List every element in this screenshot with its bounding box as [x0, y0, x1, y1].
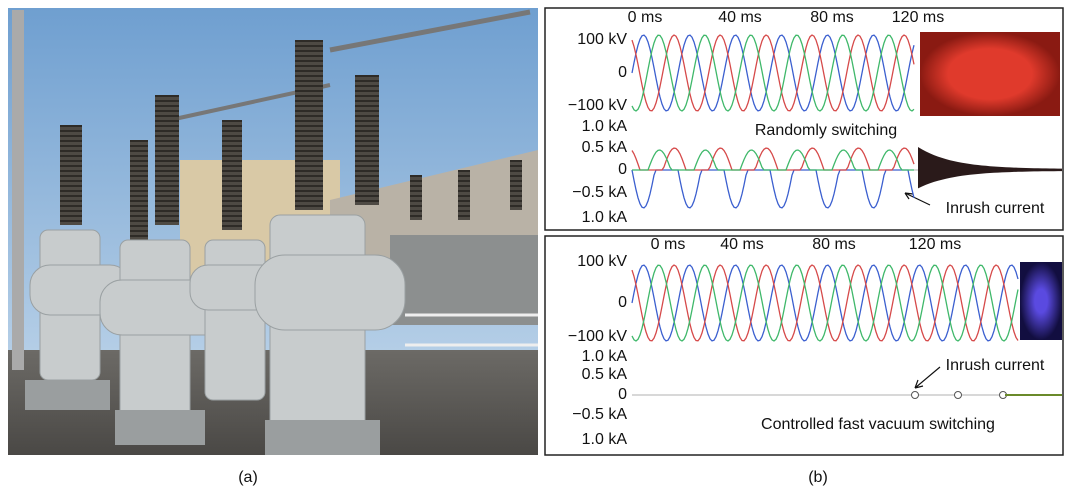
annotation: Inrush current — [946, 357, 1045, 374]
time-label: 40 ms — [720, 236, 764, 253]
arrow — [904, 192, 931, 206]
time-label: 80 ms — [812, 236, 856, 253]
photo — [8, 8, 538, 455]
arc-image — [1020, 262, 1062, 340]
annotation: Randomly switching — [755, 122, 897, 139]
current-label: 0.5 kA — [582, 366, 628, 383]
time-label: 40 ms — [718, 9, 762, 26]
current-label: 1.0 kA — [582, 118, 628, 135]
current-label: 0 — [618, 386, 627, 403]
current-label: 1.0 kA — [582, 209, 628, 226]
arc-image — [920, 32, 1060, 116]
time-label: 120 ms — [892, 9, 944, 26]
voltage-label: 0 — [618, 64, 627, 81]
voltage-label: 100 kV — [577, 31, 627, 48]
annotation: Controlled fast vacuum switching — [761, 416, 995, 433]
voltage-wave — [631, 264, 1019, 342]
current-wave — [632, 149, 914, 171]
voltage-wave — [631, 34, 915, 112]
current-label: 1.0 kA — [582, 348, 628, 365]
voltage-label: −100 kV — [568, 97, 627, 114]
voltage-wave — [631, 264, 1019, 342]
current-wave — [631, 147, 915, 171]
voltage-wave — [631, 34, 915, 112]
time-label: 0 ms — [651, 236, 686, 253]
voltage-label: −100 kV — [568, 328, 627, 345]
current-label: −0.5 kA — [572, 406, 627, 423]
arrow — [914, 366, 941, 389]
current-label: −0.5 kA — [572, 184, 627, 201]
current-marker — [911, 391, 919, 399]
current-wave — [631, 169, 915, 209]
current-marker — [954, 391, 962, 399]
caption: (b) — [808, 469, 828, 486]
voltage-wave — [631, 34, 915, 112]
current-label: 0.5 kA — [582, 139, 628, 156]
time-label: 0 ms — [628, 9, 663, 26]
voltage-wave — [631, 264, 1019, 342]
time-label: 120 ms — [909, 236, 961, 253]
inrush-envelope — [918, 147, 1062, 189]
annotation: Inrush current — [946, 200, 1045, 217]
current-label: 1.0 kA — [582, 431, 628, 448]
voltage-label: 0 — [618, 294, 627, 311]
time-label: 80 ms — [810, 9, 854, 26]
caption: (a) — [238, 469, 258, 486]
waveforms — [631, 34, 1062, 399]
voltage-label: 100 kV — [577, 253, 627, 270]
current-label: 0 — [618, 161, 627, 178]
